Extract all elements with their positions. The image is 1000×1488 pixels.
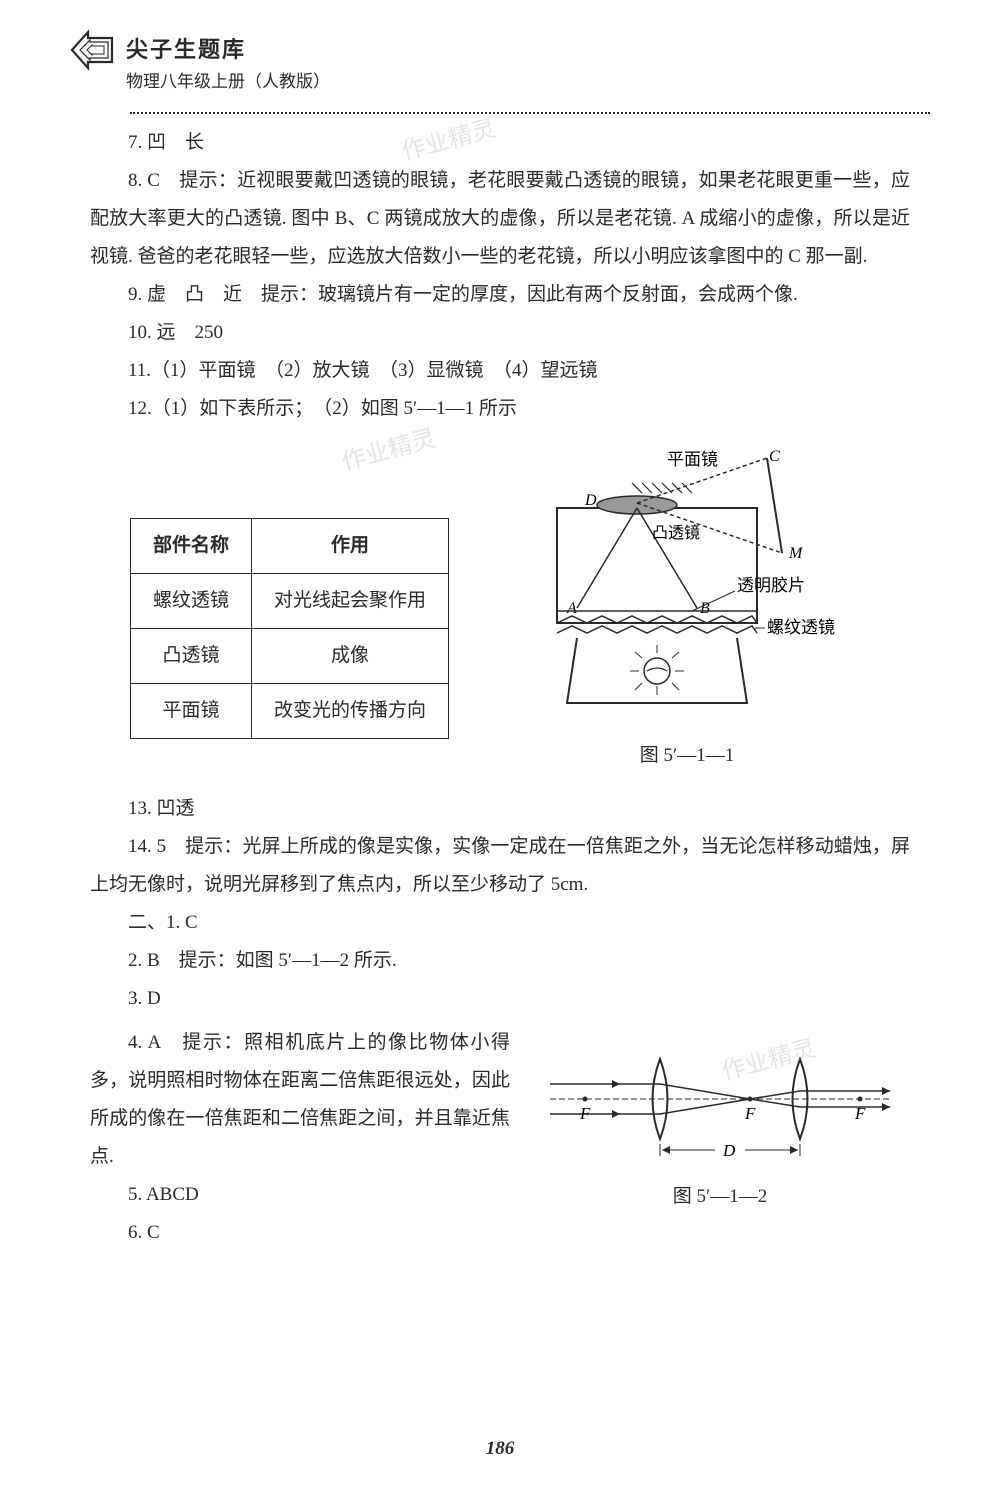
- projector-svg: A B D C M 平面镜 凸透镜 透明胶片 螺纹透镜: [517, 443, 857, 733]
- label-A: A: [566, 600, 577, 617]
- label-convex: 凸透镜: [652, 523, 700, 542]
- label-film: 透明胶片: [737, 576, 805, 595]
- table-header-row: 部件名称 作用: [131, 519, 449, 574]
- arrow-icon: [70, 30, 118, 78]
- label-mirror: 平面镜: [667, 450, 718, 469]
- label-D: D: [584, 492, 597, 509]
- answer-8: 8. C 提示：近视眼要戴凹透镜的眼镜，老花眼要戴凸透镜的眼镜，如果老花眼更重一…: [90, 162, 910, 276]
- section2-2: 2. B 提示：如图 5′—1—2 所示.: [90, 942, 910, 980]
- projector-diagram: A B D C M 平面镜 凸透镜 透明胶片 螺纹透镜: [464, 443, 910, 775]
- table-header-col2: 作用: [252, 519, 449, 574]
- table-cell: 改变光的传播方向: [252, 684, 449, 739]
- diagram1-caption: 图 5′—1—1: [640, 737, 734, 775]
- answer-14: 14. 5 提示：光屏上所成的像是实像，实像一定成在一倍焦距之外，当无论怎样移动…: [90, 828, 910, 904]
- label-F-mid: F: [744, 1104, 756, 1123]
- answer-13: 13. 凹透: [90, 790, 910, 828]
- table-cell: 对光线起会聚作用: [252, 574, 449, 629]
- answer-12: 12.（1）如下表所示； （2）如图 5′—1—1 所示: [90, 390, 910, 428]
- label-M: M: [788, 545, 804, 562]
- table-cell: 螺纹透镜: [131, 574, 252, 629]
- section2-6: 6. C: [90, 1214, 510, 1252]
- answer-7: 7. 凹 长: [90, 124, 910, 162]
- parts-table: 部件名称 作用 螺纹透镜 对光线起会聚作用 凸透镜 成像 平面镜 改变光的传播方…: [130, 518, 449, 739]
- section2-5: 5. ABCD: [90, 1176, 510, 1214]
- section2-4: 4. A 提示：照相机底片上的像比物体小得多，说明照相时物体在距离二倍焦距很远处…: [90, 1024, 510, 1176]
- table-cell: 成像: [252, 629, 449, 684]
- parts-table-wrap: 部件名称 作用 螺纹透镜 对光线起会聚作用 凸透镜 成像 平面镜 改变光的传播方…: [130, 518, 449, 739]
- label-D: D: [722, 1141, 736, 1160]
- label-C: C: [769, 448, 780, 465]
- table-row: 螺纹透镜 对光线起会聚作用: [131, 574, 449, 629]
- label-fresnel: 螺纹透镜: [767, 618, 835, 637]
- bottom-section: 4. A 提示：照相机底片上的像比物体小得多，说明照相时物体在距离二倍焦距很远处…: [90, 1024, 910, 1252]
- section2-3: 3. D: [90, 980, 910, 1018]
- book-subtitle: 物理八年级上册（人教版）: [126, 67, 330, 92]
- table-row: 平面镜 改变光的传播方向: [131, 684, 449, 739]
- main-content: 7. 凹 长 8. C 提示：近视眼要戴凹透镜的眼镜，老花眼要戴凸透镜的眼镜，如…: [70, 114, 930, 1252]
- diagram2-caption: 图 5′—1—2: [673, 1178, 767, 1216]
- table-header-col1: 部件名称: [131, 519, 252, 574]
- answer-10: 10. 远 250: [90, 314, 910, 352]
- table-cell: 平面镜: [131, 684, 252, 739]
- page-number: 186: [0, 1438, 1000, 1460]
- lens-svg: F F F D: [540, 1044, 900, 1174]
- lens-diagram: F F F D 图 5′—1—2: [530, 1044, 910, 1216]
- book-title: 尖子生题库: [126, 32, 330, 64]
- page-header: 尖子生题库 物理八年级上册（人教版）: [70, 30, 930, 92]
- label-F-left: F: [579, 1104, 591, 1123]
- section2-1: 二、1. C: [90, 904, 910, 942]
- label-B: B: [700, 600, 710, 617]
- table-cell: 凸透镜: [131, 629, 252, 684]
- label-F-right: F: [854, 1104, 866, 1123]
- answer-11: 11.（1）平面镜 （2）放大镜 （3）显微镜 （4）望远镜: [90, 352, 910, 390]
- table-diagram-section: 部件名称 作用 螺纹透镜 对光线起会聚作用 凸透镜 成像 平面镜 改变光的传播方…: [90, 443, 910, 775]
- answer-9: 9. 虚 凸 近 提示：玻璃镜片有一定的厚度，因此有两个反射面，会成两个像.: [90, 276, 910, 314]
- table-row: 凸透镜 成像: [131, 629, 449, 684]
